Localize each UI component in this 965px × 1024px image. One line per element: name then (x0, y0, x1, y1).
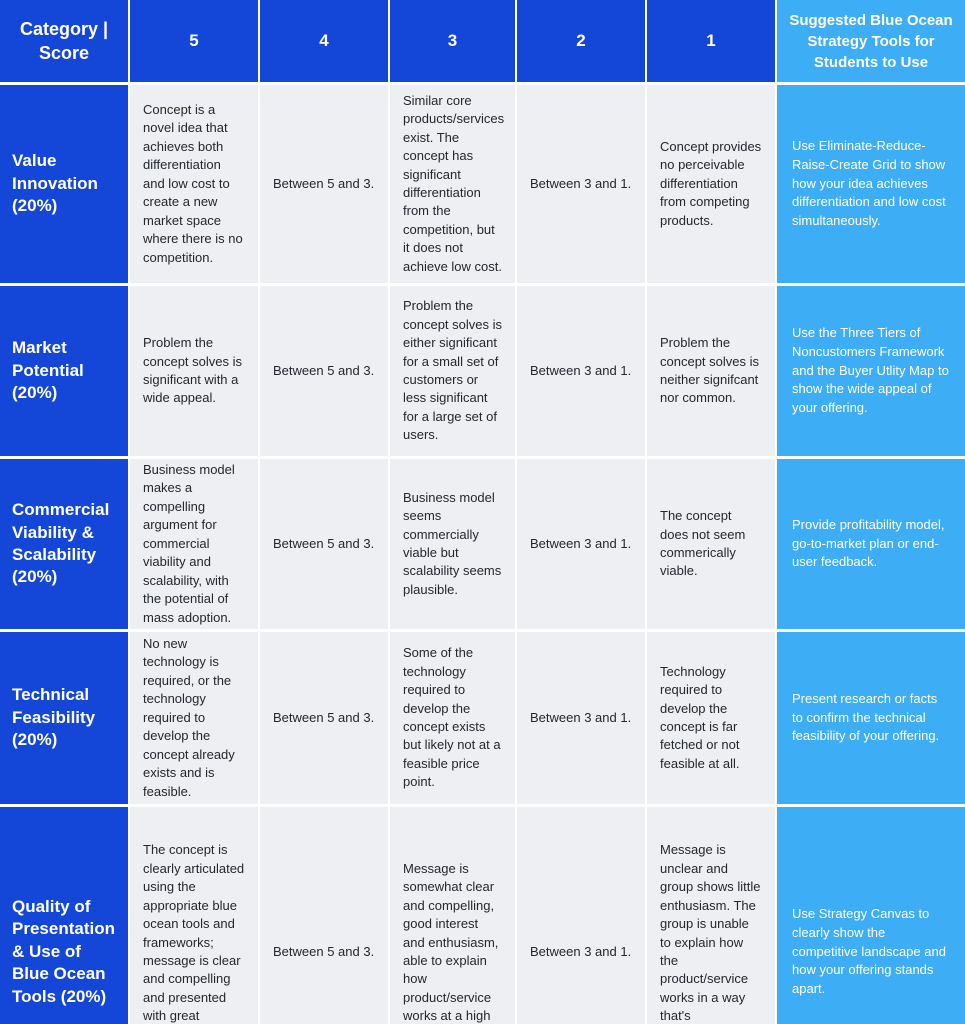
category-cell-value-innovation: Value Innovation (20%) (0, 85, 128, 283)
tools-cell: Use the Three Tiers of Noncustomers Fram… (777, 286, 965, 456)
tools-cell: Use Eliminate-Reduce-Raise-Create Grid t… (777, 85, 965, 283)
score-cell: Problem the concept solves is neither si… (647, 286, 775, 456)
score-cell: Business model seems commercially viable… (390, 459, 515, 629)
header-score-2: 2 (517, 0, 645, 82)
score-cell: Between 3 and 1. (517, 286, 645, 456)
score-cell: Concept is a novel idea that achieves bo… (130, 85, 258, 283)
score-cell: The concept does not seem commerically v… (647, 459, 775, 629)
header-score-4: 4 (260, 0, 388, 82)
score-cell: Problem the concept solves is significan… (130, 286, 258, 456)
score-cell: Problem the concept solves is either sig… (390, 286, 515, 456)
score-cell: Between 3 and 1. (517, 632, 645, 804)
score-cell: Between 3 and 1. (517, 459, 645, 629)
score-cell: Between 3 and 1. (517, 85, 645, 283)
score-cell: Between 5 and 3. (260, 807, 388, 1024)
score-cell: Between 5 and 3. (260, 85, 388, 283)
score-cell: Between 5 and 3. (260, 632, 388, 804)
category-cell-technical-feasibility: Technical Feasibility (20%) (0, 632, 128, 804)
score-cell: Some of the technology required to devel… (390, 632, 515, 804)
header-score-3: 3 (390, 0, 515, 82)
score-cell: Business model makes a compelling argume… (130, 459, 258, 629)
header-score-1: 1 (647, 0, 775, 82)
category-cell-market-potential: Market Potential (20%) (0, 286, 128, 456)
score-cell: Concept provides no perceivable differen… (647, 85, 775, 283)
tools-cell: Use Strategy Canvas to clearly show the … (777, 807, 965, 1024)
score-cell: Between 5 and 3. (260, 286, 388, 456)
score-cell: Message is somewhat clear and compelling… (390, 807, 515, 1024)
category-cell-commercial-viability: Commercial Viability & Scalability (20%) (0, 459, 128, 629)
tools-cell: Present research or facts to confirm the… (777, 632, 965, 804)
header-category-score: Category | Score (0, 0, 128, 82)
category-cell-quality-of-presentation: Quality of Presentation & Use of Blue Oc… (0, 807, 128, 1024)
header-suggested-tools: Suggested Blue Ocean Strategy Tools for … (777, 0, 965, 82)
score-cell: Technology required to develop the conce… (647, 632, 775, 804)
score-cell: Between 5 and 3. (260, 459, 388, 629)
score-cell: Between 3 and 1. (517, 807, 645, 1024)
score-cell: The concept is clearly articulated using… (130, 807, 258, 1024)
tools-cell: Provide profitability model, go-to-marke… (777, 459, 965, 629)
score-cell: Similar core products/services exist. Th… (390, 85, 515, 283)
score-cell: No new technology is required, or the te… (130, 632, 258, 804)
header-score-5: 5 (130, 0, 258, 82)
score-cell: Message is unclear and group shows littl… (647, 807, 775, 1024)
